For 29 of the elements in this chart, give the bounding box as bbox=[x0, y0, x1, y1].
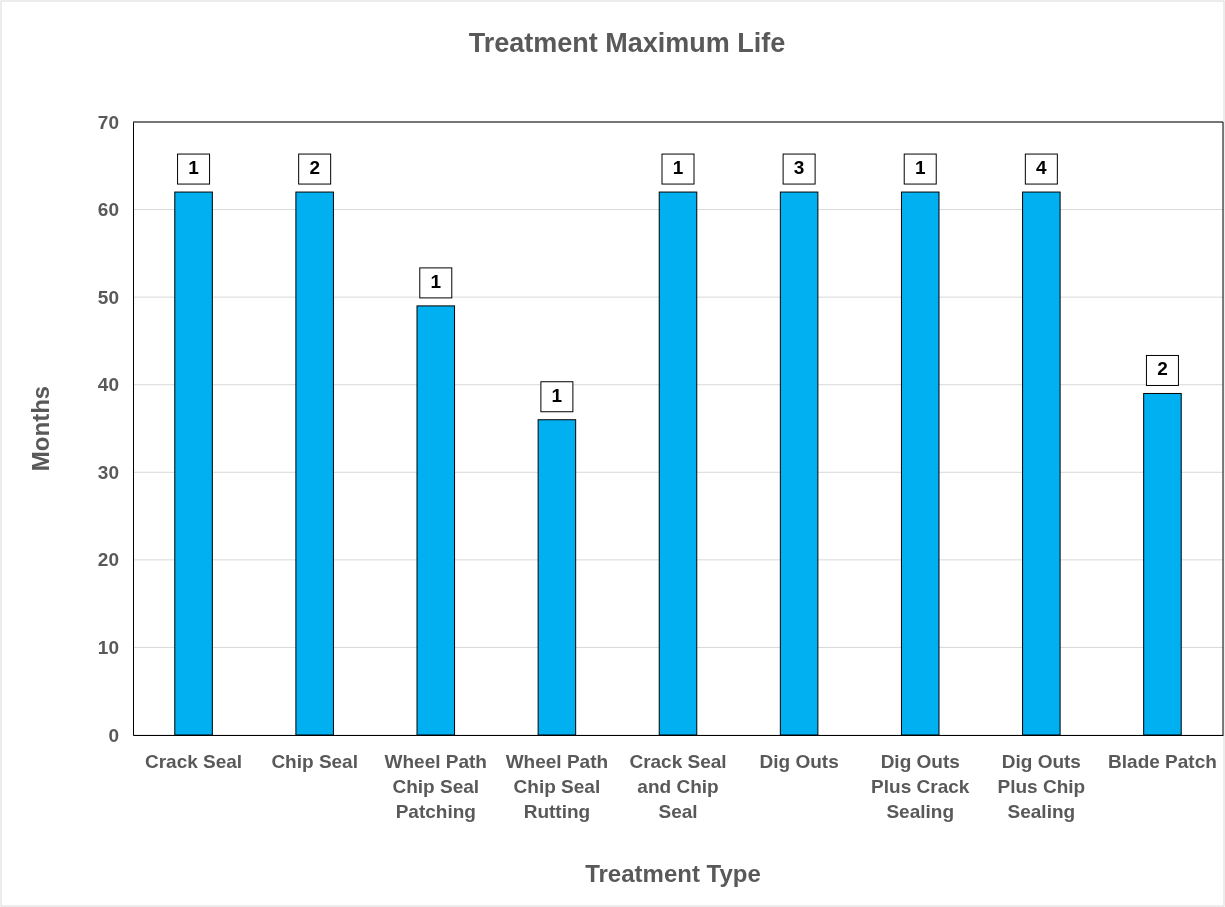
annotation: 2 bbox=[309, 157, 320, 179]
y-tick-label: 0 bbox=[108, 724, 119, 746]
x-tick-label: Chip Seal bbox=[271, 751, 358, 772]
y-tick-label: 10 bbox=[97, 637, 119, 659]
annotation: 4 bbox=[1036, 157, 1048, 179]
annotation: 3 bbox=[793, 157, 805, 179]
y-axis-title: Months bbox=[27, 385, 54, 472]
y-tick-label: 40 bbox=[97, 374, 119, 396]
y-tick-label: 70 bbox=[97, 111, 119, 133]
x-tick-label: Dig Outs Plus Chip Sealing bbox=[997, 751, 1086, 822]
x-tick-label: Crack Seal bbox=[144, 751, 243, 772]
annotation: 1 bbox=[551, 384, 563, 406]
y-tick-label: 50 bbox=[97, 286, 119, 308]
y-tick-label: 20 bbox=[97, 549, 119, 571]
annotation: 1 bbox=[430, 270, 442, 292]
y-tick-label: 60 bbox=[97, 199, 119, 221]
x-tick-label: Wheel Path Chip Seal Rutting bbox=[505, 751, 609, 822]
chart-title: Treatment Maximum Life bbox=[468, 28, 786, 58]
x-tick-label: Blade Patch bbox=[1108, 751, 1217, 772]
x-axis-title: Treatment Type bbox=[585, 860, 761, 887]
y-tick-label: 30 bbox=[97, 461, 119, 483]
x-tick-label: Crack Seal and Chip Seal bbox=[629, 751, 727, 822]
x-tick-label: Dig Outs bbox=[759, 751, 839, 772]
annotation: 2 bbox=[1157, 358, 1168, 380]
annotation: 1 bbox=[914, 157, 926, 179]
x-tick-label: Dig Outs Plus Crack Sealing bbox=[871, 751, 970, 822]
x-tick-label: Wheel Path Chip Seal Patching bbox=[384, 751, 487, 822]
annotation: 1 bbox=[672, 157, 684, 179]
annotation: 1 bbox=[188, 157, 200, 179]
